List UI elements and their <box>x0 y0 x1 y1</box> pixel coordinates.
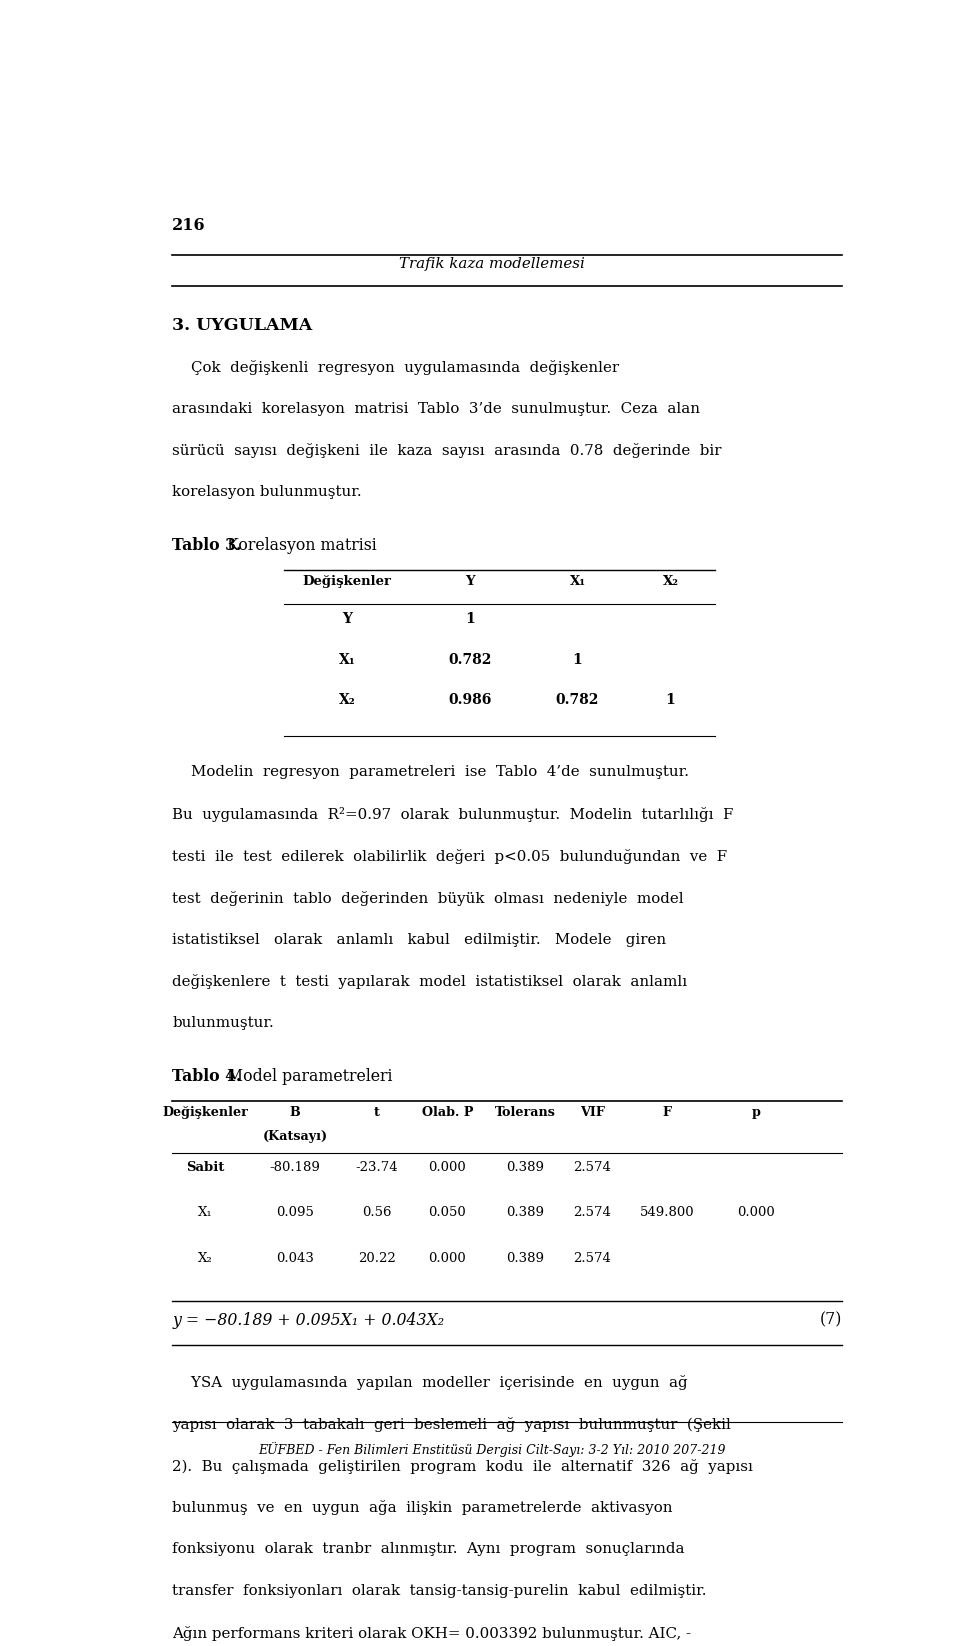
Text: istatistiksel   olarak   anlamlı   kabul   edilmiştir.   Modele   giren: istatistiksel olarak anlamlı kabul edilm… <box>172 933 666 946</box>
Text: Y: Y <box>342 612 352 625</box>
Text: 0.56: 0.56 <box>362 1207 392 1220</box>
Text: testi  ile  test  edilerek  olabilirlik  değeri  p<0.05  bulunduğundan  ve  F: testi ile test edilerek olabilirlik değe… <box>172 849 728 864</box>
Text: Tablo 3.: Tablo 3. <box>172 537 242 555</box>
Text: 549.800: 549.800 <box>639 1207 694 1220</box>
Text: -80.189: -80.189 <box>270 1160 321 1174</box>
Text: arasındaki  korelasyon  matrisi  Tablo  3’de  sunulmuştur.  Ceza  alan: arasındaki korelasyon matrisi Tablo 3’de… <box>172 402 700 415</box>
Text: X₂: X₂ <box>662 574 679 588</box>
Text: 0.389: 0.389 <box>507 1207 544 1220</box>
Text: 0.000: 0.000 <box>428 1160 467 1174</box>
Text: X₂: X₂ <box>198 1253 213 1266</box>
Text: X₁: X₁ <box>199 1207 213 1220</box>
Text: Ağın performans kriteri olarak OKH= 0.003392 bulunmuştur. AIC, -: Ağın performans kriteri olarak OKH= 0.00… <box>172 1626 691 1641</box>
Text: 3. UYGULAMA: 3. UYGULAMA <box>172 316 312 334</box>
Text: fonksiyonu  olarak  tranbr  alınmıştır.  Aynı  program  sonuçlarında: fonksiyonu olarak tranbr alınmıştır. Ayn… <box>172 1542 684 1555</box>
Text: (7): (7) <box>819 1312 842 1328</box>
Text: Model parametreleri: Model parametreleri <box>222 1068 393 1085</box>
Text: Çok  değişkenli  regresyon  uygulamasında  değişkenler: Çok değişkenli regresyon uygulamasında d… <box>172 360 619 375</box>
Text: Korelasyon matrisi: Korelasyon matrisi <box>222 537 376 555</box>
Text: VIF: VIF <box>580 1106 605 1119</box>
Text: 0.389: 0.389 <box>507 1160 544 1174</box>
Text: Tablo 4.: Tablo 4. <box>172 1068 242 1085</box>
Text: (Katsayı): (Katsayı) <box>262 1131 327 1144</box>
Text: transfer  fonksiyonları  olarak  tansig-tansig-purelin  kabul  edilmiştir.: transfer fonksiyonları olarak tansig-tan… <box>172 1583 707 1598</box>
Text: 20.22: 20.22 <box>358 1253 396 1266</box>
Text: korelasyon bulunmuştur.: korelasyon bulunmuştur. <box>172 486 362 499</box>
Text: X₂: X₂ <box>339 693 355 708</box>
Text: 2.574: 2.574 <box>573 1160 612 1174</box>
Text: Bu  uygulamasında  R²=0.97  olarak  bulunmuştur.  Modelin  tutarlılığı  F: Bu uygulamasında R²=0.97 olarak bulunmuş… <box>172 807 733 821</box>
Text: 216: 216 <box>172 217 205 234</box>
Text: 0.043: 0.043 <box>276 1253 314 1266</box>
Text: Değişkenler: Değişkenler <box>162 1106 249 1119</box>
Text: 1: 1 <box>665 693 676 708</box>
Text: Modelin  regresyon  parametreleri  ise  Tablo  4’de  sunulmuştur.: Modelin regresyon parametreleri ise Tabl… <box>172 765 689 779</box>
Text: 0.050: 0.050 <box>428 1207 467 1220</box>
Text: 0.000: 0.000 <box>428 1253 467 1266</box>
Text: 2.574: 2.574 <box>573 1207 612 1220</box>
Text: 0.000: 0.000 <box>737 1207 775 1220</box>
Text: bulunmuştur.: bulunmuştur. <box>172 1016 274 1030</box>
Text: p: p <box>752 1106 760 1119</box>
Text: 0.782: 0.782 <box>448 652 492 667</box>
Text: Y: Y <box>465 574 474 588</box>
Text: 0.986: 0.986 <box>448 693 492 708</box>
Text: 1: 1 <box>573 652 583 667</box>
Text: X₁: X₁ <box>569 574 586 588</box>
Text: 0.095: 0.095 <box>276 1207 314 1220</box>
Text: bulunmuş  ve  en  uygun  ağa  ilişkin  parametrelerde  aktivasyon: bulunmuş ve en uygun ağa ilişkin paramet… <box>172 1501 673 1516</box>
Text: X₁: X₁ <box>339 652 355 667</box>
Text: 0.389: 0.389 <box>507 1253 544 1266</box>
Text: Olab. P: Olab. P <box>421 1106 473 1119</box>
Text: yapısı  olarak  3  tabakalı  geri  beslemeli  ağ  yapısı  bulunmuştur  (Şekil: yapısı olarak 3 tabakalı geri beslemeli … <box>172 1417 731 1432</box>
Text: t: t <box>373 1106 379 1119</box>
Text: F: F <box>662 1106 671 1119</box>
Text: Sabit: Sabit <box>186 1160 225 1174</box>
Text: değişkenlere  t  testi  yapılarak  model  istatistiksel  olarak  anlamlı: değişkenlere t testi yapılarak model ist… <box>172 974 687 989</box>
Text: test  değerinin  tablo  değerinden  büyük  olması  nedeniyle  model: test değerinin tablo değerinden büyük ol… <box>172 890 684 905</box>
Text: y = −80.189 + 0.095X₁ + 0.043X₂: y = −80.189 + 0.095X₁ + 0.043X₂ <box>172 1312 444 1328</box>
Text: Tolerans: Tolerans <box>495 1106 556 1119</box>
Text: 0.782: 0.782 <box>556 693 599 708</box>
Text: Trafik kaza modellemesi: Trafik kaza modellemesi <box>399 257 585 272</box>
Text: YSA  uygulamasında  yapılan  modeller  içerisinde  en  uygun  ağ: YSA uygulamasında yapılan modeller içeri… <box>172 1374 687 1389</box>
Text: 2.574: 2.574 <box>573 1253 612 1266</box>
Text: sürücü  sayısı  değişkeni  ile  kaza  sayısı  arasında  0.78  değerinde  bir: sürücü sayısı değişkeni ile kaza sayısı … <box>172 443 722 458</box>
Text: EÜFBED - Fen Bilimleri Enstitüsü Dergisi Cilt-Sayı: 3-2 Yıl: 2010 207-219: EÜFBED - Fen Bilimleri Enstitüsü Dergisi… <box>258 1442 726 1457</box>
Text: B: B <box>290 1106 300 1119</box>
Text: 2).  Bu  çalışmada  geliştirilen  program  kodu  ile  alternatif  326  ağ  yapıs: 2). Bu çalışmada geliştirilen program ko… <box>172 1458 753 1473</box>
Text: Değişkenler: Değişkenler <box>302 574 392 588</box>
Text: -23.74: -23.74 <box>355 1160 398 1174</box>
Text: 1: 1 <box>465 612 474 625</box>
